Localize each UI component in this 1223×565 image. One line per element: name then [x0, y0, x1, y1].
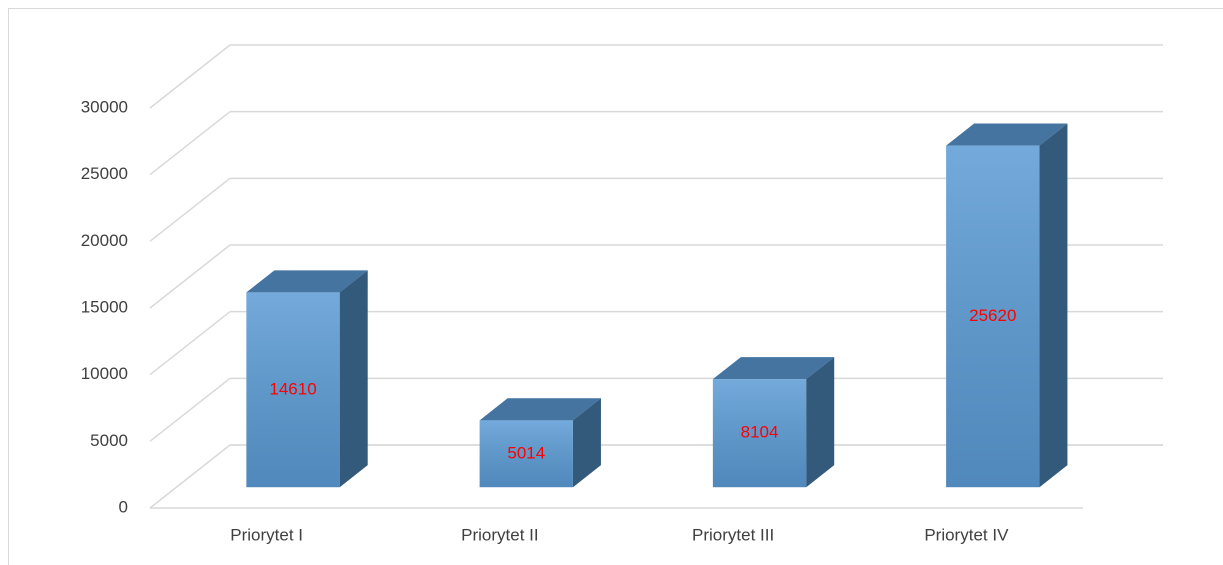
bar-side	[1039, 123, 1068, 488]
bar-side-shade	[339, 270, 368, 488]
grid-line-side	[149, 111, 231, 176]
bar-side-shade	[1039, 123, 1068, 488]
value-label: 5014	[507, 443, 545, 462]
bar-top-shade	[246, 270, 368, 293]
x-tick-label: Priorytet I	[230, 525, 303, 544]
y-tick-label: 15000	[81, 297, 128, 316]
bar-top-shade	[479, 398, 601, 421]
value-label: 8104	[741, 423, 779, 442]
grid-line-side	[149, 444, 231, 509]
x-tick-label: Priorytet III	[692, 525, 774, 544]
y-tick-label: 10000	[81, 364, 128, 383]
bar-top-shade	[712, 357, 835, 380]
bar-side-shade	[572, 398, 601, 488]
value-label: 25620	[969, 306, 1016, 325]
y-tick-label: 0	[119, 497, 128, 516]
bar-front-shade	[712, 379, 807, 488]
x-tick-label: Priorytet IV	[924, 525, 1009, 544]
bar-side	[572, 398, 601, 488]
bar-front-shade	[946, 145, 1040, 488]
bar	[246, 270, 368, 488]
bar-top-shade	[946, 123, 1068, 146]
chart-border	[8, 8, 1223, 565]
bar-front-shade	[479, 420, 573, 488]
bar-front-shade	[246, 292, 340, 488]
grid-line-side	[149, 377, 231, 442]
bar	[712, 357, 835, 488]
grid-line-side	[149, 311, 231, 376]
grid-line-side	[149, 177, 231, 242]
bar-top	[712, 357, 835, 380]
bar-side	[806, 357, 835, 488]
bar	[946, 123, 1068, 488]
value-label: 14610	[269, 379, 316, 398]
bar-side	[339, 270, 368, 488]
grid-line-side	[149, 44, 231, 109]
y-tick-label: 20000	[81, 231, 128, 250]
bar-side-shade	[806, 357, 835, 488]
x-tick-label: Priorytet II	[461, 525, 538, 544]
bar	[479, 398, 601, 488]
grid-line-side	[149, 244, 231, 309]
bar-top	[479, 398, 601, 421]
y-tick-label: 30000	[81, 97, 128, 116]
y-tick-label: 5000	[90, 431, 128, 450]
bar-top	[946, 123, 1068, 146]
bar-top	[246, 270, 368, 293]
y-tick-label: 25000	[81, 164, 128, 183]
